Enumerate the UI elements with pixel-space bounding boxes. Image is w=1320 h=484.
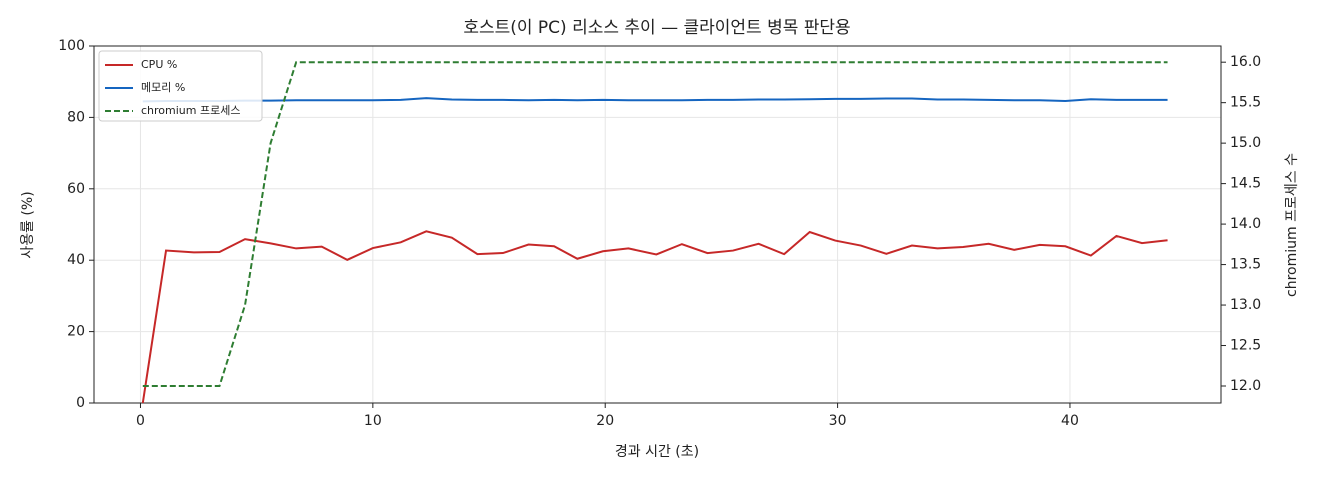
- y-tick-label: 100: [58, 38, 85, 54]
- y-axis-label: 사용률 (%): [20, 191, 36, 258]
- y2-tick-label: 13.0: [1230, 297, 1261, 313]
- legend-label: CPU %: [141, 58, 177, 71]
- y2-tick-label: 15.0: [1230, 135, 1261, 151]
- y2-tick-label: 12.0: [1230, 378, 1261, 394]
- y2-axis-label: chromium 프로세스 수: [1284, 153, 1300, 297]
- y2-tick-label: 14.0: [1230, 216, 1261, 232]
- y-tick-label: 80: [67, 109, 85, 125]
- x-tick-label: 20: [596, 413, 614, 429]
- legend-label: chromium 프로세스: [141, 104, 240, 117]
- x-tick-label: 40: [1061, 413, 1079, 429]
- y2-tick-label: 16.0: [1230, 54, 1261, 70]
- x-tick-label: 0: [136, 413, 145, 429]
- series-line: [142, 97, 1168, 103]
- legend-box: [98, 50, 263, 122]
- y2-tick-label: 15.5: [1230, 95, 1261, 111]
- y-tick-label: 60: [67, 181, 85, 197]
- plot-frame: [93, 45, 1222, 404]
- y2-tick-label: 12.5: [1230, 338, 1261, 354]
- legend-label: 메모리 %: [141, 81, 185, 94]
- y-tick-label: 20: [67, 324, 85, 340]
- y-tick-label: 40: [67, 252, 85, 268]
- chart-title: 호스트(이 PC) 리소스 추이 — 클라이언트 병목 판단용: [463, 18, 850, 38]
- series-line: [141, 230, 1168, 404]
- x-axis-label: 경과 시간 (초): [615, 444, 699, 460]
- x-tick-label: 30: [829, 413, 847, 429]
- y2-tick-label: 13.5: [1230, 257, 1261, 273]
- series-line: [142, 61, 1168, 387]
- x-tick-label: 10: [364, 413, 382, 429]
- y2-tick-label: 14.5: [1230, 176, 1261, 192]
- y-tick-label: 0: [76, 395, 85, 411]
